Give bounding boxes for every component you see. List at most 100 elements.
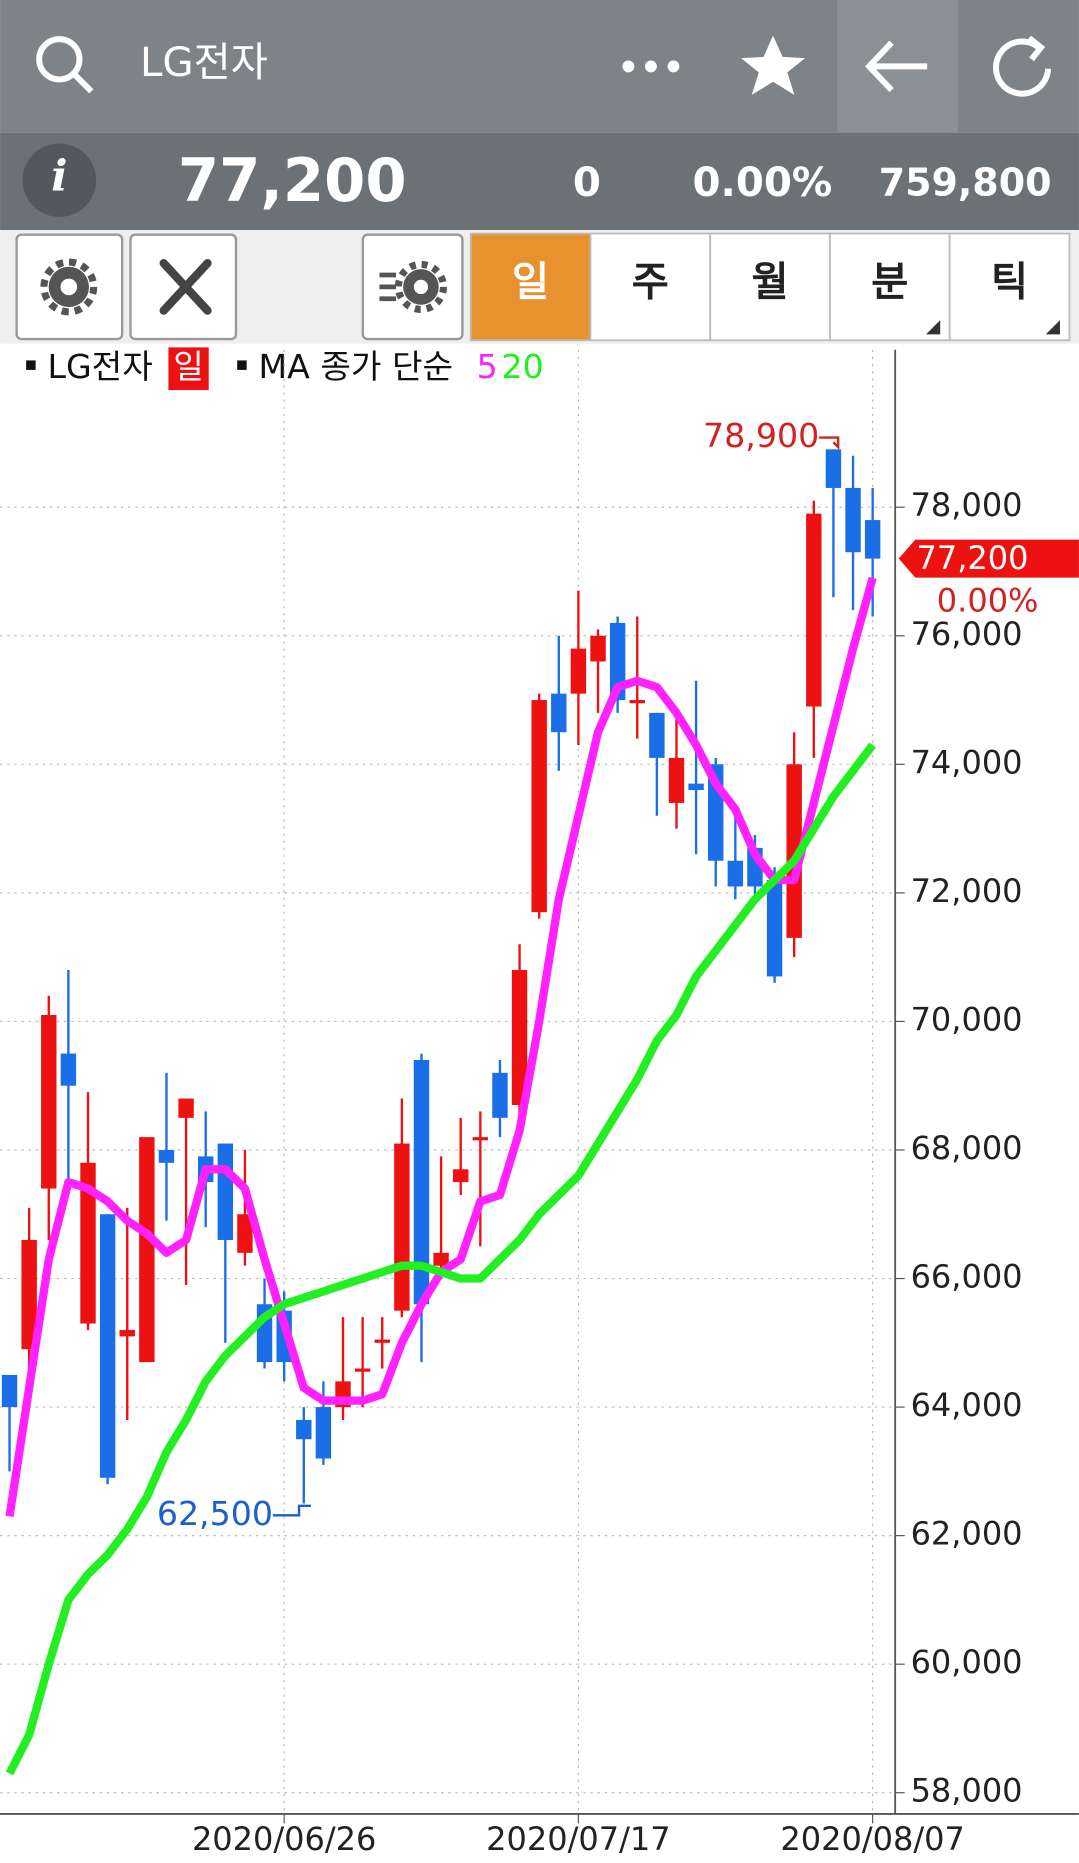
candle-body (727, 860, 744, 887)
period-tab[interactable]: 월 (709, 232, 831, 342)
tab-label: 분 (871, 259, 908, 306)
last-change-label: 0.00% (937, 582, 1039, 620)
y-tick-label: 68,000 (911, 1129, 1023, 1167)
candle-body (845, 487, 861, 553)
candle-body (374, 1339, 390, 1343)
candle-body (21, 1239, 37, 1350)
info-icon: i (51, 152, 67, 202)
current-price: 77,200 (178, 146, 407, 215)
tab-label: 월 (752, 259, 789, 306)
price-change: 0 (573, 159, 601, 206)
candle-body (178, 1098, 194, 1118)
settings-button[interactable] (15, 233, 124, 341)
price-bar (0, 132, 1079, 231)
min-arrow (272, 1504, 311, 1517)
candle-body (806, 513, 822, 707)
candle-body (551, 693, 567, 733)
legend-entry: 20 (502, 347, 544, 386)
candle-body (570, 648, 587, 694)
legend-period-box (168, 347, 209, 391)
back-icon[interactable] (865, 40, 928, 93)
y-tick-label: 58,000 (911, 1772, 1023, 1810)
y-tick-label: 62,000 (911, 1515, 1023, 1553)
candle-body (139, 1137, 155, 1363)
candle-body (649, 712, 665, 758)
tab-corner (1045, 320, 1060, 335)
legend-stock: LG전자 (47, 347, 152, 386)
info-button[interactable] (22, 143, 97, 217)
candle-body (394, 1143, 410, 1311)
candle-body (413, 1059, 430, 1305)
candle-body (119, 1329, 135, 1337)
y-tick-label: 72,000 (911, 872, 1023, 910)
tab-bg (948, 232, 1071, 342)
legend-period: 일 (173, 347, 204, 386)
candle-body (472, 1137, 489, 1141)
candle-body (354, 1368, 371, 1372)
ma-line (5, 742, 876, 1776)
favorite-icon[interactable] (741, 35, 806, 95)
y-tick-label: 70,000 (911, 1000, 1023, 1038)
candle-body (825, 449, 842, 488)
stock-name: LG전자 (140, 39, 268, 86)
candle-body (453, 1169, 469, 1183)
tab-corner (926, 320, 941, 335)
y-tick-label: 78,000 (911, 486, 1023, 524)
min-label: 62,500 (157, 1494, 273, 1533)
candle-body (99, 1214, 116, 1478)
search-icon[interactable] (36, 36, 94, 94)
candle-body (433, 1252, 449, 1266)
candle-body (80, 1162, 96, 1324)
change-rate: 0.00% (692, 159, 832, 206)
y-tick-label: 74,000 (911, 743, 1023, 781)
candle-body (766, 880, 783, 977)
candle-body (668, 757, 685, 803)
period-tab[interactable]: 분 (829, 232, 951, 342)
legend-entry: 5 (477, 347, 498, 386)
tab-bg (469, 232, 592, 342)
candle-body (511, 970, 528, 1105)
x-tick-label: 2020/08/07 (780, 1820, 964, 1858)
tools-button[interactable] (129, 233, 238, 341)
candle-body (590, 635, 606, 662)
tab-label: 틱 (991, 259, 1028, 306)
period-tab[interactable]: 틱 (948, 232, 1071, 342)
x-tick-label: 2020/07/17 (486, 1820, 670, 1858)
candle-body (41, 1015, 57, 1189)
candle-body (786, 764, 802, 938)
candle-body (1, 1374, 18, 1408)
tab-bg (829, 232, 951, 342)
last-price-tag (898, 539, 1079, 578)
candle-body (237, 1214, 253, 1253)
tab-label: 일 (512, 259, 549, 306)
candle-body (296, 1419, 312, 1440)
candle-body (688, 783, 704, 791)
candle-body (60, 1053, 77, 1086)
y-tick-label: 64,000 (911, 1386, 1023, 1424)
max-label: 78,900 (703, 416, 819, 455)
candle-body (629, 700, 645, 704)
volume: 759,800 (879, 160, 1052, 204)
y-tick-label: 60,000 (911, 1643, 1023, 1681)
x-tick-label: 2020/06/26 (192, 1820, 376, 1858)
candle-body (531, 700, 547, 913)
y-tick-label: 66,000 (911, 1258, 1023, 1296)
period-tab[interactable]: 주 (589, 232, 712, 342)
legend-ma: MA 종가 단순 (259, 347, 454, 386)
max-arrow (819, 436, 840, 450)
tab-bg (709, 232, 831, 342)
candle-body (217, 1143, 234, 1240)
period-tab[interactable]: 일 (469, 232, 592, 342)
legend-marker (237, 360, 247, 370)
indicator-button[interactable] (361, 233, 464, 341)
candle-body (864, 520, 881, 559)
candle-body (609, 622, 626, 701)
refresh-icon[interactable] (993, 35, 1052, 97)
more-icon[interactable] (622, 60, 680, 73)
legend-marker (26, 360, 36, 370)
candle-body (158, 1149, 175, 1163)
candle-body (315, 1407, 332, 1459)
tab-label: 주 (632, 259, 669, 306)
